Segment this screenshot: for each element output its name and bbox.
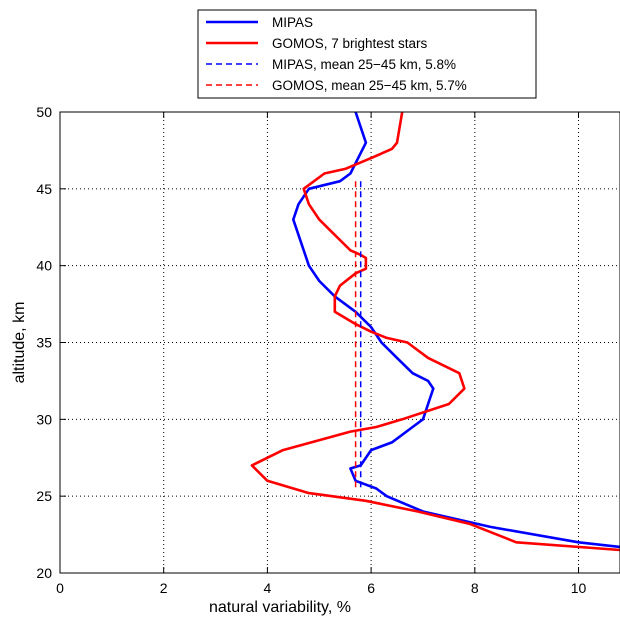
y-axis-title: altitude, km — [11, 302, 28, 384]
x-tick-label: 8 — [471, 580, 479, 596]
x-axis-title: natural variability, % — [209, 599, 351, 616]
y-tick-label: 30 — [36, 411, 52, 427]
tick-labels: 0 2 4 6 8 10 20 25 30 35 40 45 50 — [36, 104, 586, 596]
y-tick-label: 25 — [36, 488, 52, 504]
legend-label-1: MIPAS — [272, 15, 313, 30]
legend-label-4: GOMOS, mean 25−45 km, 5.7% — [272, 78, 467, 93]
series-line-2 — [250, 112, 620, 552]
x-tick-label: 10 — [571, 580, 587, 596]
y-tick-label: 50 — [36, 104, 52, 120]
plot-series — [250, 112, 620, 552]
axis-ticks — [59, 111, 580, 574]
legend-box — [197, 9, 537, 99]
y-tick-label: 20 — [36, 565, 52, 581]
legend-label-2: GOMOS, 7 brightest stars — [272, 36, 428, 51]
y-tick-label: 35 — [36, 335, 52, 351]
x-tick-label: 4 — [264, 580, 272, 596]
legend: MIPAS GOMOS, 7 brightest stars MIPAS, mean… — [197, 9, 537, 99]
legend-label-3: MIPAS, mean 25−45 km, 5.8% — [272, 57, 456, 72]
y-tick-label: 45 — [36, 181, 52, 197]
x-tick-label: 6 — [367, 580, 375, 596]
series-line-1 — [292, 112, 620, 549]
y-tick-label: 40 — [36, 258, 52, 274]
x-tick-label: 0 — [56, 580, 64, 596]
x-tick-label: 2 — [160, 580, 168, 596]
